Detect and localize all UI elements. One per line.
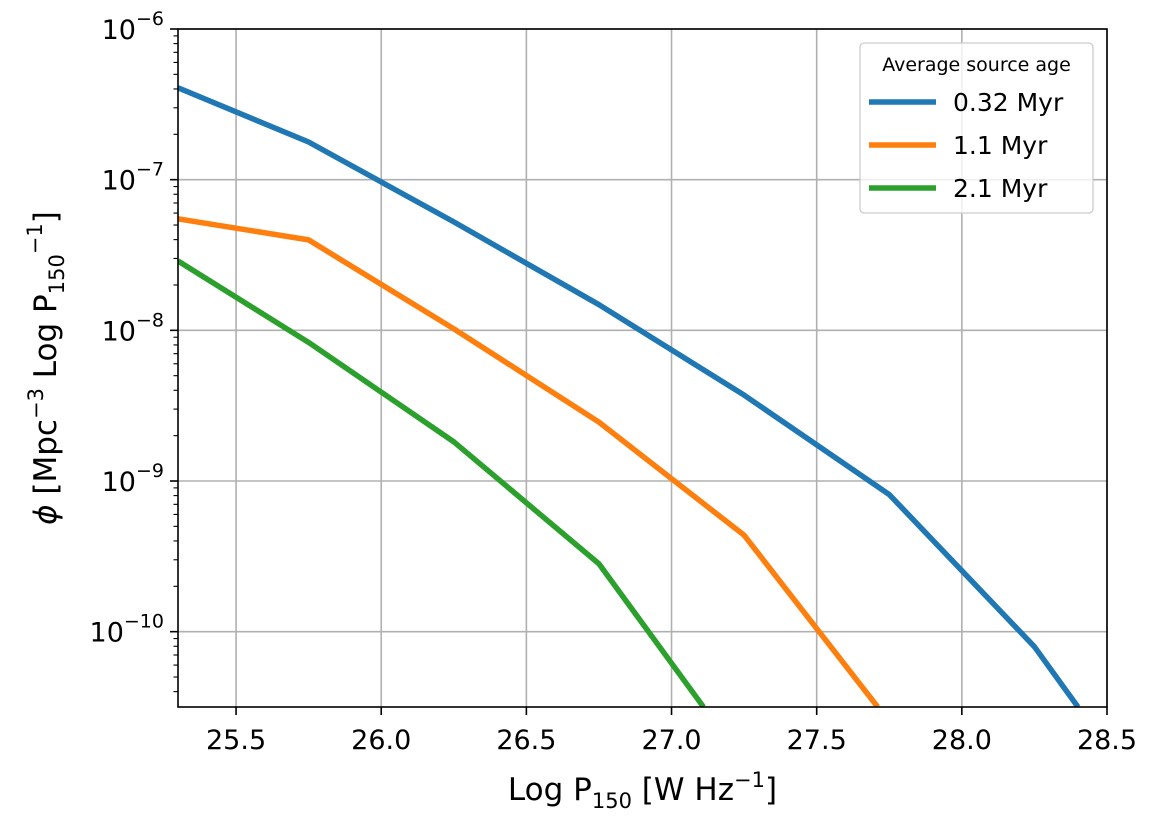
- x-tick-label: 27.0: [641, 725, 701, 756]
- legend-entries: 0.32 Myr 1.1 Myr 2.1 Myr: [869, 88, 1064, 203]
- y-tick-label-base: 10: [102, 467, 136, 498]
- x-tick-label: 25.5: [206, 725, 266, 756]
- y-axis-label-sub: 150: [45, 254, 69, 294]
- y-tick-label-base: 10: [90, 618, 124, 649]
- y-axis-label-sup2: −1: [23, 223, 47, 254]
- legend-box: [859, 42, 1094, 214]
- legend-label: 2.1 Myr: [953, 174, 1048, 203]
- x-axis-label-end: ]: [765, 772, 777, 808]
- x-tick-label: 27.5: [787, 725, 847, 756]
- plot-frame: [177, 28, 1108, 708]
- y-tick-label-exponent: −8: [136, 309, 164, 331]
- y-axis-label-a: [Mpc: [28, 419, 64, 504]
- x-axis-label-base: Log P: [508, 772, 592, 808]
- series-line-2-1-myr: [178, 258, 706, 707]
- y-tick-label-base: 10: [102, 166, 136, 197]
- legend-title: Average source age: [882, 54, 1071, 76]
- series-lines: [178, 85, 1081, 707]
- x-tick-label: 28.5: [1077, 725, 1137, 756]
- y-tick-label: 10−9: [102, 460, 164, 498]
- x-axis-label: Log P150 [W Hz−1]: [508, 768, 777, 813]
- x-tick-label: 26.0: [351, 725, 411, 756]
- legend-label: 0.32 Myr: [953, 88, 1064, 117]
- y-axis-label-sup1: −3: [24, 388, 48, 419]
- y-tick-label: 10−8: [102, 309, 164, 347]
- y-tick-label-exponent: −10: [124, 611, 164, 633]
- y-tick-label: 10−10: [90, 611, 164, 649]
- legend-label: 1.1 Myr: [953, 131, 1048, 160]
- x-axis-label-sup: −1: [734, 768, 765, 792]
- legend: Average source age 0.32 Myr 1.1 Myr 2.1 My…: [859, 42, 1094, 214]
- x-axis-label-rest: [W Hz: [632, 772, 734, 808]
- x-tick-label: 26.5: [496, 725, 556, 756]
- y-tick-label: 10−7: [102, 159, 164, 197]
- y-axis-label-b: Log P: [28, 294, 64, 388]
- series-line-0-32-myr: [178, 85, 1081, 707]
- x-axis-label-sub: 150: [592, 789, 632, 813]
- series-line-1-1-myr: [178, 216, 880, 707]
- y-tick-label-exponent: −6: [136, 8, 164, 30]
- y-tick-label-base: 10: [102, 15, 136, 46]
- y-tick-label-exponent: −7: [136, 159, 164, 181]
- y-axis-label-end: ]: [28, 211, 64, 223]
- y-tick-label-exponent: −9: [136, 460, 164, 482]
- ticks: 25.5 26.0 26.5 27.0 27.5 28.0 28.510−610−710−8…: [90, 8, 1138, 756]
- x-tick-label: 28.0: [932, 725, 992, 756]
- y-tick-label-base: 10: [102, 316, 136, 347]
- y-axis-label: ϕ [Mpc−3 Log P150−1]: [23, 211, 69, 525]
- y-tick-label: 10−6: [102, 8, 164, 46]
- y-axis-label-phi: ϕ: [28, 504, 64, 524]
